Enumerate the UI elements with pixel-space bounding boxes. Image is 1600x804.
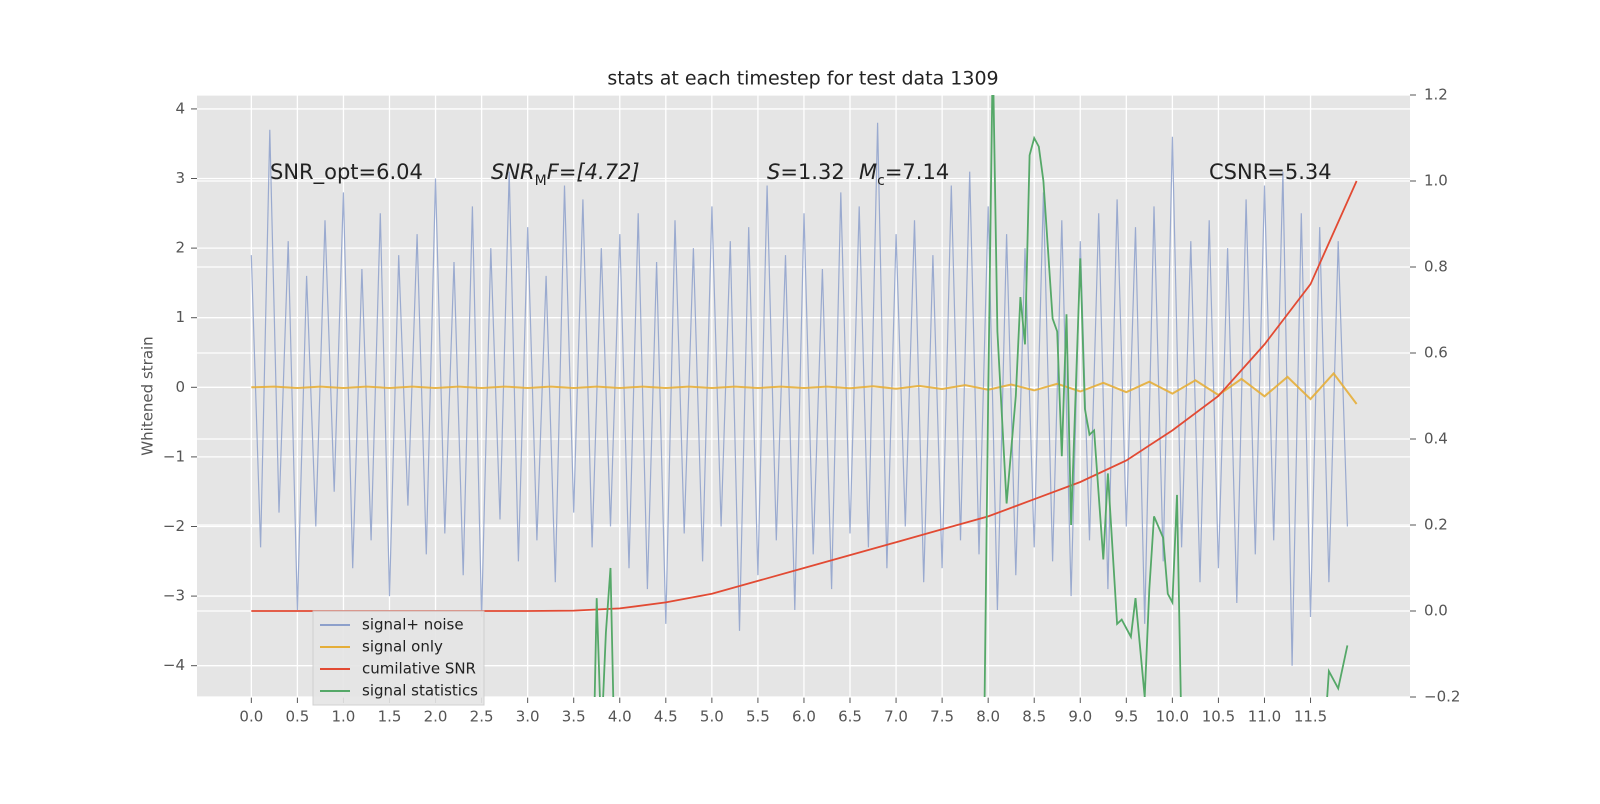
x-tick-label: 4.5 bbox=[654, 708, 678, 726]
y-tick-label: −4 bbox=[163, 656, 185, 674]
annotation-part: SNR_opt=6.04 bbox=[270, 160, 423, 185]
legend-label: signal+ noise bbox=[362, 616, 464, 634]
annotation: SNRMF=[4.72] bbox=[491, 160, 640, 189]
x-tick-label: 7.5 bbox=[930, 708, 954, 726]
y-tick-label: −2 bbox=[163, 517, 185, 535]
x-tick-label: 10.0 bbox=[1156, 708, 1189, 726]
y-tick-label: 3 bbox=[175, 169, 185, 187]
x-tick-label: 9.0 bbox=[1068, 708, 1092, 726]
annotation-part: M bbox=[535, 173, 547, 189]
annotation: CSNR=5.34 bbox=[1209, 160, 1332, 184]
y2-tick-label: 1.0 bbox=[1424, 172, 1448, 190]
x-tick-label: 7.0 bbox=[884, 708, 908, 726]
x-tick-label: 8.0 bbox=[976, 708, 1000, 726]
legend-label: cumilative SNR bbox=[362, 660, 476, 678]
y2-tick-label: 0.6 bbox=[1424, 344, 1448, 362]
x-tick-label: 11.5 bbox=[1294, 708, 1327, 726]
annotation: SNR_opt=6.04 bbox=[270, 160, 423, 185]
chart-title: stats at each timestep for test data 130… bbox=[607, 68, 998, 90]
annotation: Mc=7.14 bbox=[859, 160, 949, 189]
y-tick-label: 1 bbox=[175, 308, 185, 326]
x-tick-label: 8.5 bbox=[1022, 708, 1046, 726]
x-tick-label: 0.5 bbox=[285, 708, 309, 726]
y2-tick-label: 0.8 bbox=[1424, 258, 1448, 276]
y2-tick-label: −0.2 bbox=[1424, 688, 1460, 706]
x-tick-label: 10.5 bbox=[1202, 708, 1235, 726]
series-line bbox=[593, 95, 1349, 697]
annotation: S=1.32 bbox=[767, 160, 845, 184]
annotation-part: SNR bbox=[491, 160, 535, 184]
x-tick-label: 5.0 bbox=[700, 708, 724, 726]
x-tick-label: 4.0 bbox=[608, 708, 632, 726]
x-tick-label: 9.5 bbox=[1114, 708, 1138, 726]
x-tick-label: 3.5 bbox=[562, 708, 586, 726]
y-tick-label: 0 bbox=[175, 378, 185, 396]
annotation-part: CSNR=5.34 bbox=[1209, 160, 1332, 184]
series-line bbox=[250, 122, 1348, 666]
y2-tick-label: 0.4 bbox=[1424, 430, 1448, 448]
annotation-part: =7.14 bbox=[885, 160, 949, 184]
legend-label: signal statistics bbox=[362, 682, 478, 700]
y-tick-label: −3 bbox=[163, 587, 185, 605]
annotation-part: S bbox=[767, 160, 780, 184]
y-tick-label: 4 bbox=[175, 99, 185, 117]
x-tick-label: 2.0 bbox=[424, 708, 448, 726]
x-tick-label: 5.5 bbox=[746, 708, 770, 726]
legend: signal+ noise signal only cumilative SNR si… bbox=[312, 610, 485, 706]
annotation-part: =1.32 bbox=[780, 160, 844, 184]
legend-box bbox=[312, 610, 485, 706]
x-tick-label: 3.0 bbox=[516, 708, 540, 726]
y2-tick-label: 0.0 bbox=[1424, 602, 1448, 620]
y-tick-label: −1 bbox=[163, 447, 185, 465]
y2-tick-label: 1.2 bbox=[1424, 86, 1448, 104]
y-axis-label: Whitened strain bbox=[139, 336, 157, 455]
x-tick-label: 2.5 bbox=[470, 708, 494, 726]
x-tick-label: 1.5 bbox=[378, 708, 402, 726]
x-tick-label: 1.0 bbox=[332, 708, 356, 726]
y-tick-label: 2 bbox=[175, 239, 185, 257]
series-line bbox=[251, 371, 1358, 405]
annotation-part: F=[4.72] bbox=[547, 160, 640, 184]
annotation-part: c bbox=[877, 173, 885, 189]
x-tick-label: 11.0 bbox=[1248, 708, 1281, 726]
x-tick-label: 6.5 bbox=[838, 708, 862, 726]
y2-tick-label: 0.2 bbox=[1424, 516, 1448, 534]
legend-label: signal only bbox=[362, 638, 443, 656]
x-tick-label: 0.0 bbox=[239, 708, 263, 726]
annotation-part: M bbox=[859, 160, 877, 184]
x-tick-label: 6.0 bbox=[792, 708, 816, 726]
